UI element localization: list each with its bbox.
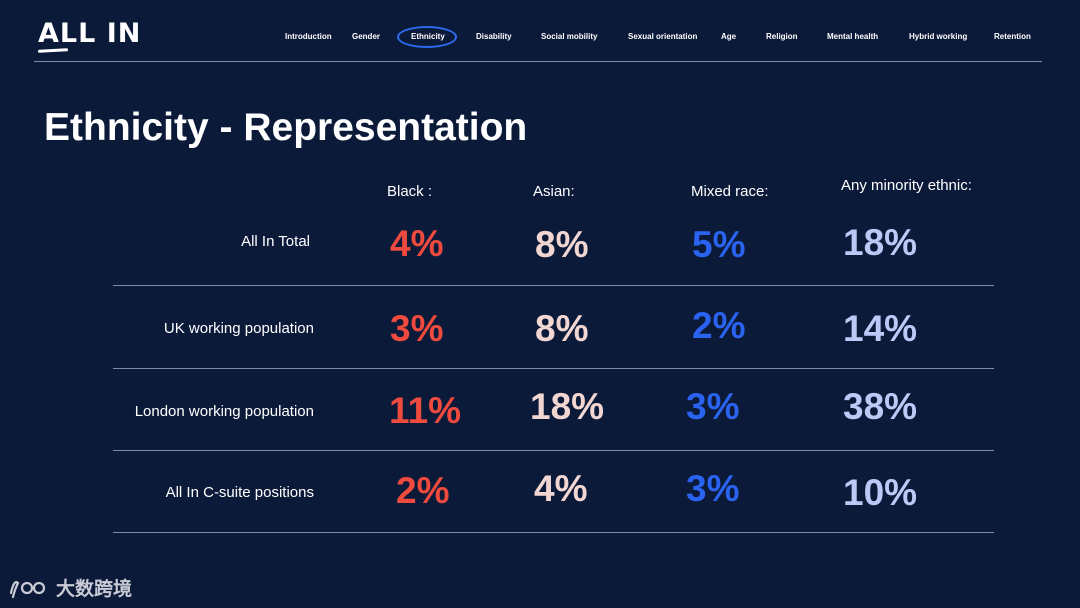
row-divider [113,450,994,451]
value-mixed-uk-working: 2% [692,305,746,346]
value-mixed-c-suite: 3% [686,468,740,509]
nav-item-hybrid-working[interactable]: Hybrid working [909,32,968,41]
row-label-london-working-population: London working population [134,403,314,420]
row-divider [113,285,994,286]
value-black-uk-working: 3% [390,308,444,349]
row-divider [113,532,994,533]
row-label-uk-working-population: UK working population [163,320,314,337]
top-nav: Introduction Gender Ethnicity Disability… [0,32,1080,46]
value-minority-all-in-total: 18% [843,222,918,263]
nav-item-social-mobility[interactable]: Social mobility [541,32,598,41]
value-black-london-working: 11% [389,390,462,431]
column-header-any-minority: Any minority ethnic: [841,177,972,194]
nav-item-sexual-orientation[interactable]: Sexual orientation [628,32,698,41]
value-asian-uk-working: 8% [535,308,589,349]
nav-item-disability[interactable]: Disability [476,32,512,41]
value-asian-london-working: 18% [530,386,605,427]
value-mixed-london-working: 3% [686,386,740,427]
column-header-black: Black : [387,183,433,200]
nav-item-gender[interactable]: Gender [352,32,381,41]
value-asian-c-suite: 4% [534,468,588,509]
value-minority-c-suite: 10% [843,472,918,513]
value-mixed-all-in-total: 5% [692,224,746,265]
column-header-mixed-race: Mixed race: [691,183,769,200]
watermark-text: 大数跨境 [56,579,133,600]
value-minority-uk-working: 14% [843,308,918,349]
value-black-all-in-total: 4% [390,223,444,264]
nav-item-mental-health[interactable]: Mental health [827,32,879,41]
all-in-logo[interactable]: ALL IN [38,18,142,49]
nav-item-religion[interactable]: Religion [766,32,798,41]
value-asian-all-in-total: 8% [535,224,589,265]
header-divider [34,61,1042,62]
value-minority-london-working: 38% [843,386,918,427]
watermark-logo-icon [9,580,46,598]
row-label-c-suite-positions: All In C-suite positions [165,484,314,501]
nav-item-retention[interactable]: Retention [994,32,1031,41]
nav-active-indicator [397,26,457,48]
logo-underline [37,48,69,53]
value-black-c-suite: 2% [396,470,450,511]
nav-item-age[interactable]: Age [721,32,737,41]
nav-item-introduction[interactable]: Introduction [285,32,332,41]
column-header-asian: Asian: [533,183,575,200]
watermark: 大数跨境 [8,574,132,601]
row-divider [113,368,994,369]
page-title: Ethnicity - Representation [44,106,528,149]
row-label-all-in-total: All In Total [241,233,310,250]
